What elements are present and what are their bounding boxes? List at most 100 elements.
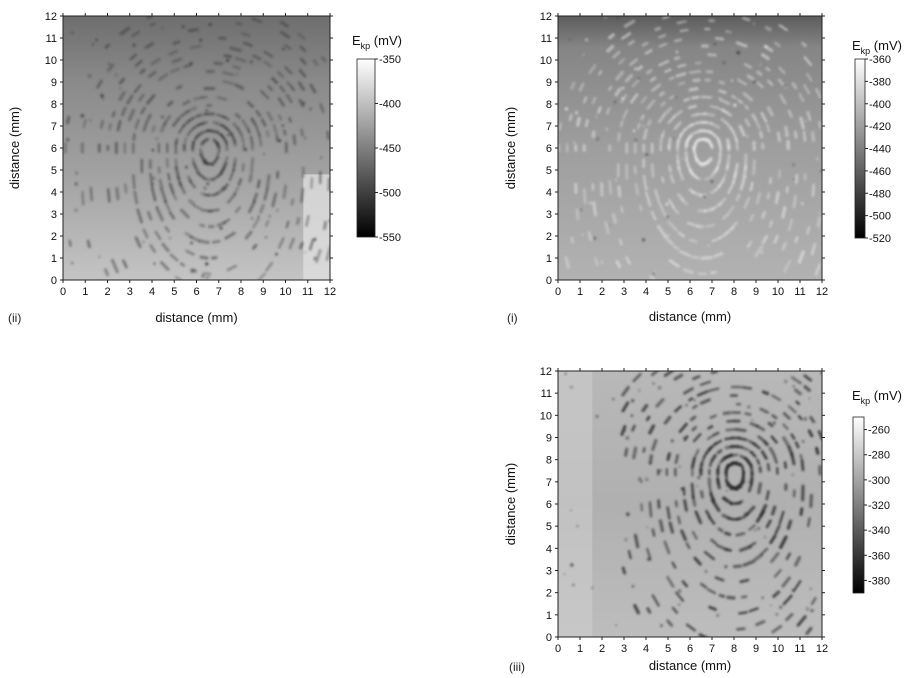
colorbar-tick-label: -400	[869, 99, 891, 111]
heatmap-image	[63, 16, 330, 280]
y-tick-label: 3	[546, 566, 552, 578]
colorbar	[356, 58, 376, 238]
y-tick-label: 8	[51, 99, 57, 111]
y-tick-label: 10	[45, 55, 57, 67]
x-tick-label: 9	[260, 286, 266, 298]
panel-label: (iii)	[509, 660, 525, 674]
colorbar-tick-label: -360	[869, 54, 891, 66]
x-axis-title: distance (mm)	[155, 310, 237, 325]
colorbar-tick-label: -400	[379, 99, 401, 111]
x-tick-label: 9	[753, 286, 759, 298]
y-tick-label: 1	[51, 253, 57, 265]
x-tick-label: 6	[687, 286, 693, 298]
ridge-pattern	[558, 16, 822, 280]
x-tick-label: 8	[731, 286, 737, 298]
y-tick-label: 2	[546, 231, 552, 243]
colorbar-tick-label: -360	[868, 550, 890, 562]
x-tick-label: 11	[794, 643, 805, 655]
heatmap-image	[558, 371, 822, 637]
x-tick-label: 4	[149, 286, 155, 298]
x-tick-label: 4	[643, 643, 649, 655]
x-tick-label: 10	[772, 286, 784, 298]
colorbar-tick-label: -480	[869, 188, 891, 200]
x-tick-label: 5	[665, 286, 671, 298]
x-tick-label: 3	[621, 286, 627, 298]
x-tick-label: 9	[753, 643, 759, 655]
y-tick-label: 10	[540, 55, 552, 67]
x-tick-label: 0	[555, 643, 561, 655]
x-tick-label: 2	[599, 643, 605, 655]
y-tick-label: 8	[546, 99, 552, 111]
y-tick-label: 5	[51, 165, 57, 177]
y-tick-label: 6	[51, 143, 57, 155]
y-tick-label: 5	[546, 521, 552, 533]
x-tick-label: 7	[709, 286, 715, 298]
y-tick-label: 4	[51, 187, 57, 199]
x-tick-label: 7	[216, 286, 222, 298]
y-tick-label: 11	[541, 388, 552, 400]
y-tick-label: 4	[546, 187, 552, 199]
y-tick-label: 12	[540, 11, 552, 23]
x-tick-label: 3	[621, 643, 627, 655]
x-tick-label: 1	[577, 286, 583, 298]
x-tick-label: 6	[193, 286, 199, 298]
x-tick-label: 2	[599, 286, 605, 298]
x-tick-label: 10	[279, 286, 291, 298]
y-tick-label: 6	[546, 143, 552, 155]
colorbar-title: Ekp (mV)	[352, 33, 402, 51]
colorbar-tick-label: -340	[868, 525, 890, 537]
x-tick-label: 2	[104, 286, 110, 298]
ridge-pattern	[563, 371, 822, 637]
colorbar-title: Ekp (mV)	[852, 388, 902, 406]
colorbar-tick-label: -460	[869, 166, 891, 178]
colorbar	[852, 416, 865, 594]
x-tick-label: 11	[794, 286, 805, 298]
x-tick-label: 0	[60, 286, 66, 298]
x-axis-title: distance (mm)	[649, 309, 731, 324]
y-tick-label: 9	[546, 77, 552, 89]
x-tick-label: 3	[127, 286, 133, 298]
x-tick-label: 11	[302, 286, 313, 298]
y-tick-label: 3	[546, 209, 552, 221]
colorbar-tick-label: -440	[869, 144, 891, 156]
y-tick-label: 7	[546, 477, 552, 489]
y-tick-label: 5	[546, 165, 552, 177]
x-tick-label: 8	[238, 286, 244, 298]
y-tick-label: 11	[541, 33, 552, 45]
heatmap-image	[558, 16, 822, 280]
colorbar-tick-label: -520	[869, 233, 891, 245]
colorbar-tick-label: -380	[868, 575, 890, 587]
y-tick-label: 2	[546, 588, 552, 600]
x-tick-label: 1	[577, 643, 583, 655]
colorbar	[854, 58, 866, 239]
y-tick-label: 9	[51, 77, 57, 89]
x-tick-label: 0	[555, 286, 561, 298]
x-tick-label: 8	[731, 643, 737, 655]
x-tick-label: 10	[772, 643, 784, 655]
panel-1: 0 1 2 3 4 5 6 7 8 9 10 11 120123456789101112distance…	[503, 11, 902, 325]
y-tick-label: 10	[540, 410, 552, 422]
y-tick-label: 6	[546, 499, 552, 511]
y-tick-label: 0	[51, 275, 57, 287]
x-tick-label: 12	[816, 286, 828, 298]
colorbar-title: Ekp (mV)	[852, 38, 902, 56]
y-tick-label: 9	[546, 433, 552, 445]
y-axis-title: distance (mm)	[7, 107, 22, 189]
panel-2: 0 1 2 3 4 5 6 7 8 9 10 11 120123456789101112distance…	[503, 366, 902, 674]
y-tick-label: 12	[45, 11, 57, 23]
x-tick-label: 12	[816, 643, 828, 655]
y-tick-label: 1	[546, 253, 552, 265]
x-axis-title: distance (mm)	[649, 658, 731, 673]
x-tick-label: 5	[665, 643, 671, 655]
colorbar-tick-label: -280	[868, 450, 890, 462]
colorbar-tick-label: -500	[869, 211, 891, 223]
x-tick-label: 4	[643, 286, 649, 298]
colorbar-tick-label: -380	[869, 76, 891, 88]
colorbar-tick-label: -450	[379, 143, 401, 155]
colorbar-tick-label: -300	[868, 475, 890, 487]
x-tick-label: 7	[709, 643, 715, 655]
y-tick-label: 7	[546, 121, 552, 133]
y-tick-label: 4	[546, 543, 552, 555]
y-axis-title: distance (mm)	[503, 107, 518, 189]
